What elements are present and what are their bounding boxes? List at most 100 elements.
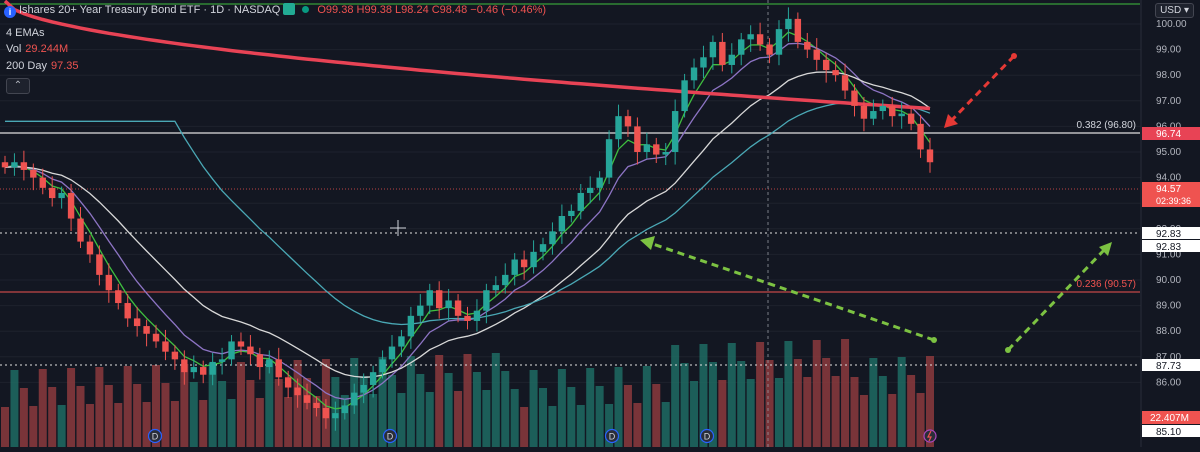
volume-bar	[425, 392, 434, 447]
volume-bar	[690, 381, 699, 447]
volume-bar	[416, 374, 425, 447]
price-tick-label: 97.00	[1156, 96, 1181, 107]
candle-body	[322, 408, 330, 419]
price-tick-label: 86.00	[1156, 377, 1181, 388]
candle-body	[1, 162, 9, 168]
candle-body	[794, 18, 802, 42]
candle-body	[907, 113, 915, 124]
candle-body	[445, 300, 452, 309]
volume-bar	[548, 406, 557, 447]
candle-body	[105, 274, 113, 291]
candle-body	[709, 41, 717, 58]
candle-body	[719, 41, 726, 65]
candle-body	[511, 259, 518, 275]
volume-bar	[708, 362, 717, 447]
level-9283b-text: 92.83	[1156, 242, 1181, 253]
volume-bar	[529, 370, 538, 447]
last-price-text: 94.57	[1156, 184, 1181, 195]
volume-bar	[19, 388, 28, 447]
currency-selector[interactable]: USD ▾	[1155, 3, 1194, 18]
flag-icon[interactable]	[283, 3, 296, 15]
candle-body	[653, 144, 660, 155]
indicator-value: 97.35	[50, 60, 79, 72]
symbol-title[interactable]: Ishares 20+ Year Treasury Bond ETF · 1D …	[19, 4, 281, 16]
info-icon[interactable]: i	[4, 6, 16, 18]
candle-body	[587, 187, 594, 193]
volume-bar	[463, 354, 472, 447]
volume-bar	[180, 364, 189, 447]
candle-body	[266, 359, 273, 368]
dividend-label: D	[152, 432, 159, 442]
volume-bar	[67, 368, 76, 447]
red-arrow-head	[944, 114, 958, 128]
candle-body	[483, 290, 490, 311]
candle-body	[435, 290, 443, 309]
candle-body	[917, 123, 924, 150]
countdown-text: 02:39:36	[1156, 196, 1191, 206]
collapse-indicators-button[interactable]: ⌃	[6, 78, 30, 94]
candle-body	[577, 192, 584, 211]
green-arrow-right-head	[1099, 242, 1112, 256]
candle-body	[634, 126, 641, 152]
candle-body	[115, 290, 122, 304]
ema-200-line	[3, 0, 931, 111]
volume-bar	[236, 362, 245, 447]
indicator-volume[interactable]: Vol 29.244M	[6, 43, 68, 55]
candle-body	[341, 405, 348, 414]
volume-bar	[746, 379, 755, 447]
candle-body	[766, 44, 773, 55]
price-axis[interactable]: 100.0099.0098.0097.0096.0095.0094.0093.0…	[1140, 0, 1200, 447]
volume-bar	[671, 345, 680, 447]
level-8510-text: 85.10	[1156, 427, 1181, 438]
candle-body	[832, 70, 839, 76]
candle-body	[351, 392, 358, 406]
candle-body	[558, 216, 566, 232]
dividend-label: D	[704, 432, 711, 442]
candle-body	[738, 39, 745, 55]
volume-bar	[10, 370, 19, 447]
volume-bar	[38, 369, 47, 447]
indicator-label: 4 EMAs	[6, 27, 45, 39]
annotation-arrows	[640, 53, 1112, 353]
candle-body	[77, 218, 84, 242]
green-arrow-left-head	[640, 236, 655, 250]
candle-body	[643, 144, 651, 152]
green-arrow-right	[1006, 246, 1108, 352]
volume-bar	[303, 378, 312, 447]
volume-bars	[1, 339, 934, 447]
volume-bar	[774, 378, 783, 447]
volume-bar	[888, 394, 897, 447]
candle-body	[218, 359, 226, 362]
volume-bar	[397, 393, 406, 447]
volume-bar	[284, 397, 293, 447]
candle-body	[417, 305, 424, 316]
candle-body	[926, 149, 934, 163]
volume-bar	[48, 387, 57, 447]
volume-bar	[661, 402, 670, 447]
candle-body	[615, 116, 622, 140]
event-icon[interactable]	[923, 429, 937, 443]
candle-body	[662, 152, 669, 155]
volume-bar	[567, 387, 576, 447]
volume-bar	[189, 382, 198, 447]
candle-body	[96, 254, 103, 275]
candle-body	[690, 67, 698, 81]
level-8773-badge	[1142, 359, 1200, 371]
candle-body	[11, 162, 18, 168]
candle-body	[747, 34, 754, 40]
candle-body	[237, 341, 245, 347]
volume-bar	[756, 342, 765, 447]
volume-bar	[29, 406, 38, 447]
volume-bar	[633, 403, 642, 447]
indicator-200day[interactable]: 200 Day 97.35	[6, 60, 79, 72]
candle-body	[804, 41, 811, 50]
volume-bar	[586, 368, 595, 447]
candle-body	[256, 354, 264, 368]
currency-label: USD	[1160, 5, 1182, 16]
indicator-ema[interactable]: 4 EMAs	[6, 27, 45, 39]
candle-body	[39, 177, 46, 188]
volume-bar	[1, 407, 9, 447]
candle-body	[568, 210, 575, 216]
